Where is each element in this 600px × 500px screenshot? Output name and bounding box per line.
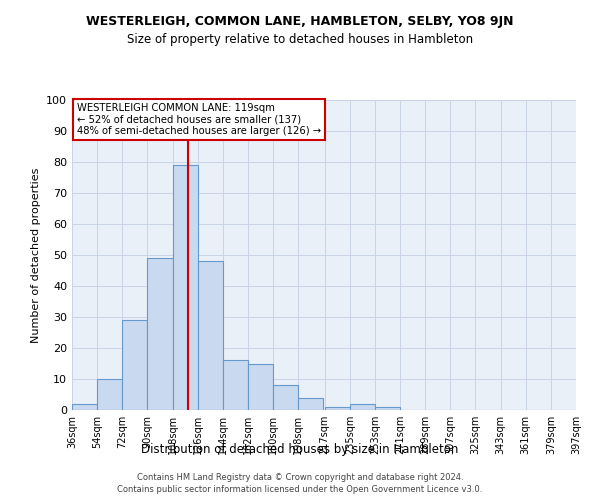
Bar bbox=[173, 165, 197, 410]
Text: WESTERLEIGH COMMON LANE: 119sqm
← 52% of detached houses are smaller (137)
48% o: WESTERLEIGH COMMON LANE: 119sqm ← 52% of… bbox=[77, 103, 321, 136]
Bar bbox=[97, 379, 122, 410]
Text: Contains HM Land Registry data © Crown copyright and database right 2024.: Contains HM Land Registry data © Crown c… bbox=[137, 472, 463, 482]
Text: Contains public sector information licensed under the Open Government Licence v3: Contains public sector information licen… bbox=[118, 485, 482, 494]
Bar bbox=[375, 407, 400, 410]
Text: Size of property relative to detached houses in Hambleton: Size of property relative to detached ho… bbox=[127, 32, 473, 46]
Bar bbox=[197, 261, 223, 410]
Text: WESTERLEIGH, COMMON LANE, HAMBLETON, SELBY, YO8 9JN: WESTERLEIGH, COMMON LANE, HAMBLETON, SEL… bbox=[86, 15, 514, 28]
Bar bbox=[273, 385, 298, 410]
Bar bbox=[298, 398, 323, 410]
Bar bbox=[72, 404, 97, 410]
Bar bbox=[122, 320, 148, 410]
Text: Distribution of detached houses by size in Hambleton: Distribution of detached houses by size … bbox=[142, 442, 458, 456]
Y-axis label: Number of detached properties: Number of detached properties bbox=[31, 168, 41, 342]
Bar bbox=[223, 360, 248, 410]
Bar bbox=[148, 258, 173, 410]
Bar bbox=[325, 407, 350, 410]
Bar bbox=[248, 364, 273, 410]
Bar bbox=[350, 404, 375, 410]
